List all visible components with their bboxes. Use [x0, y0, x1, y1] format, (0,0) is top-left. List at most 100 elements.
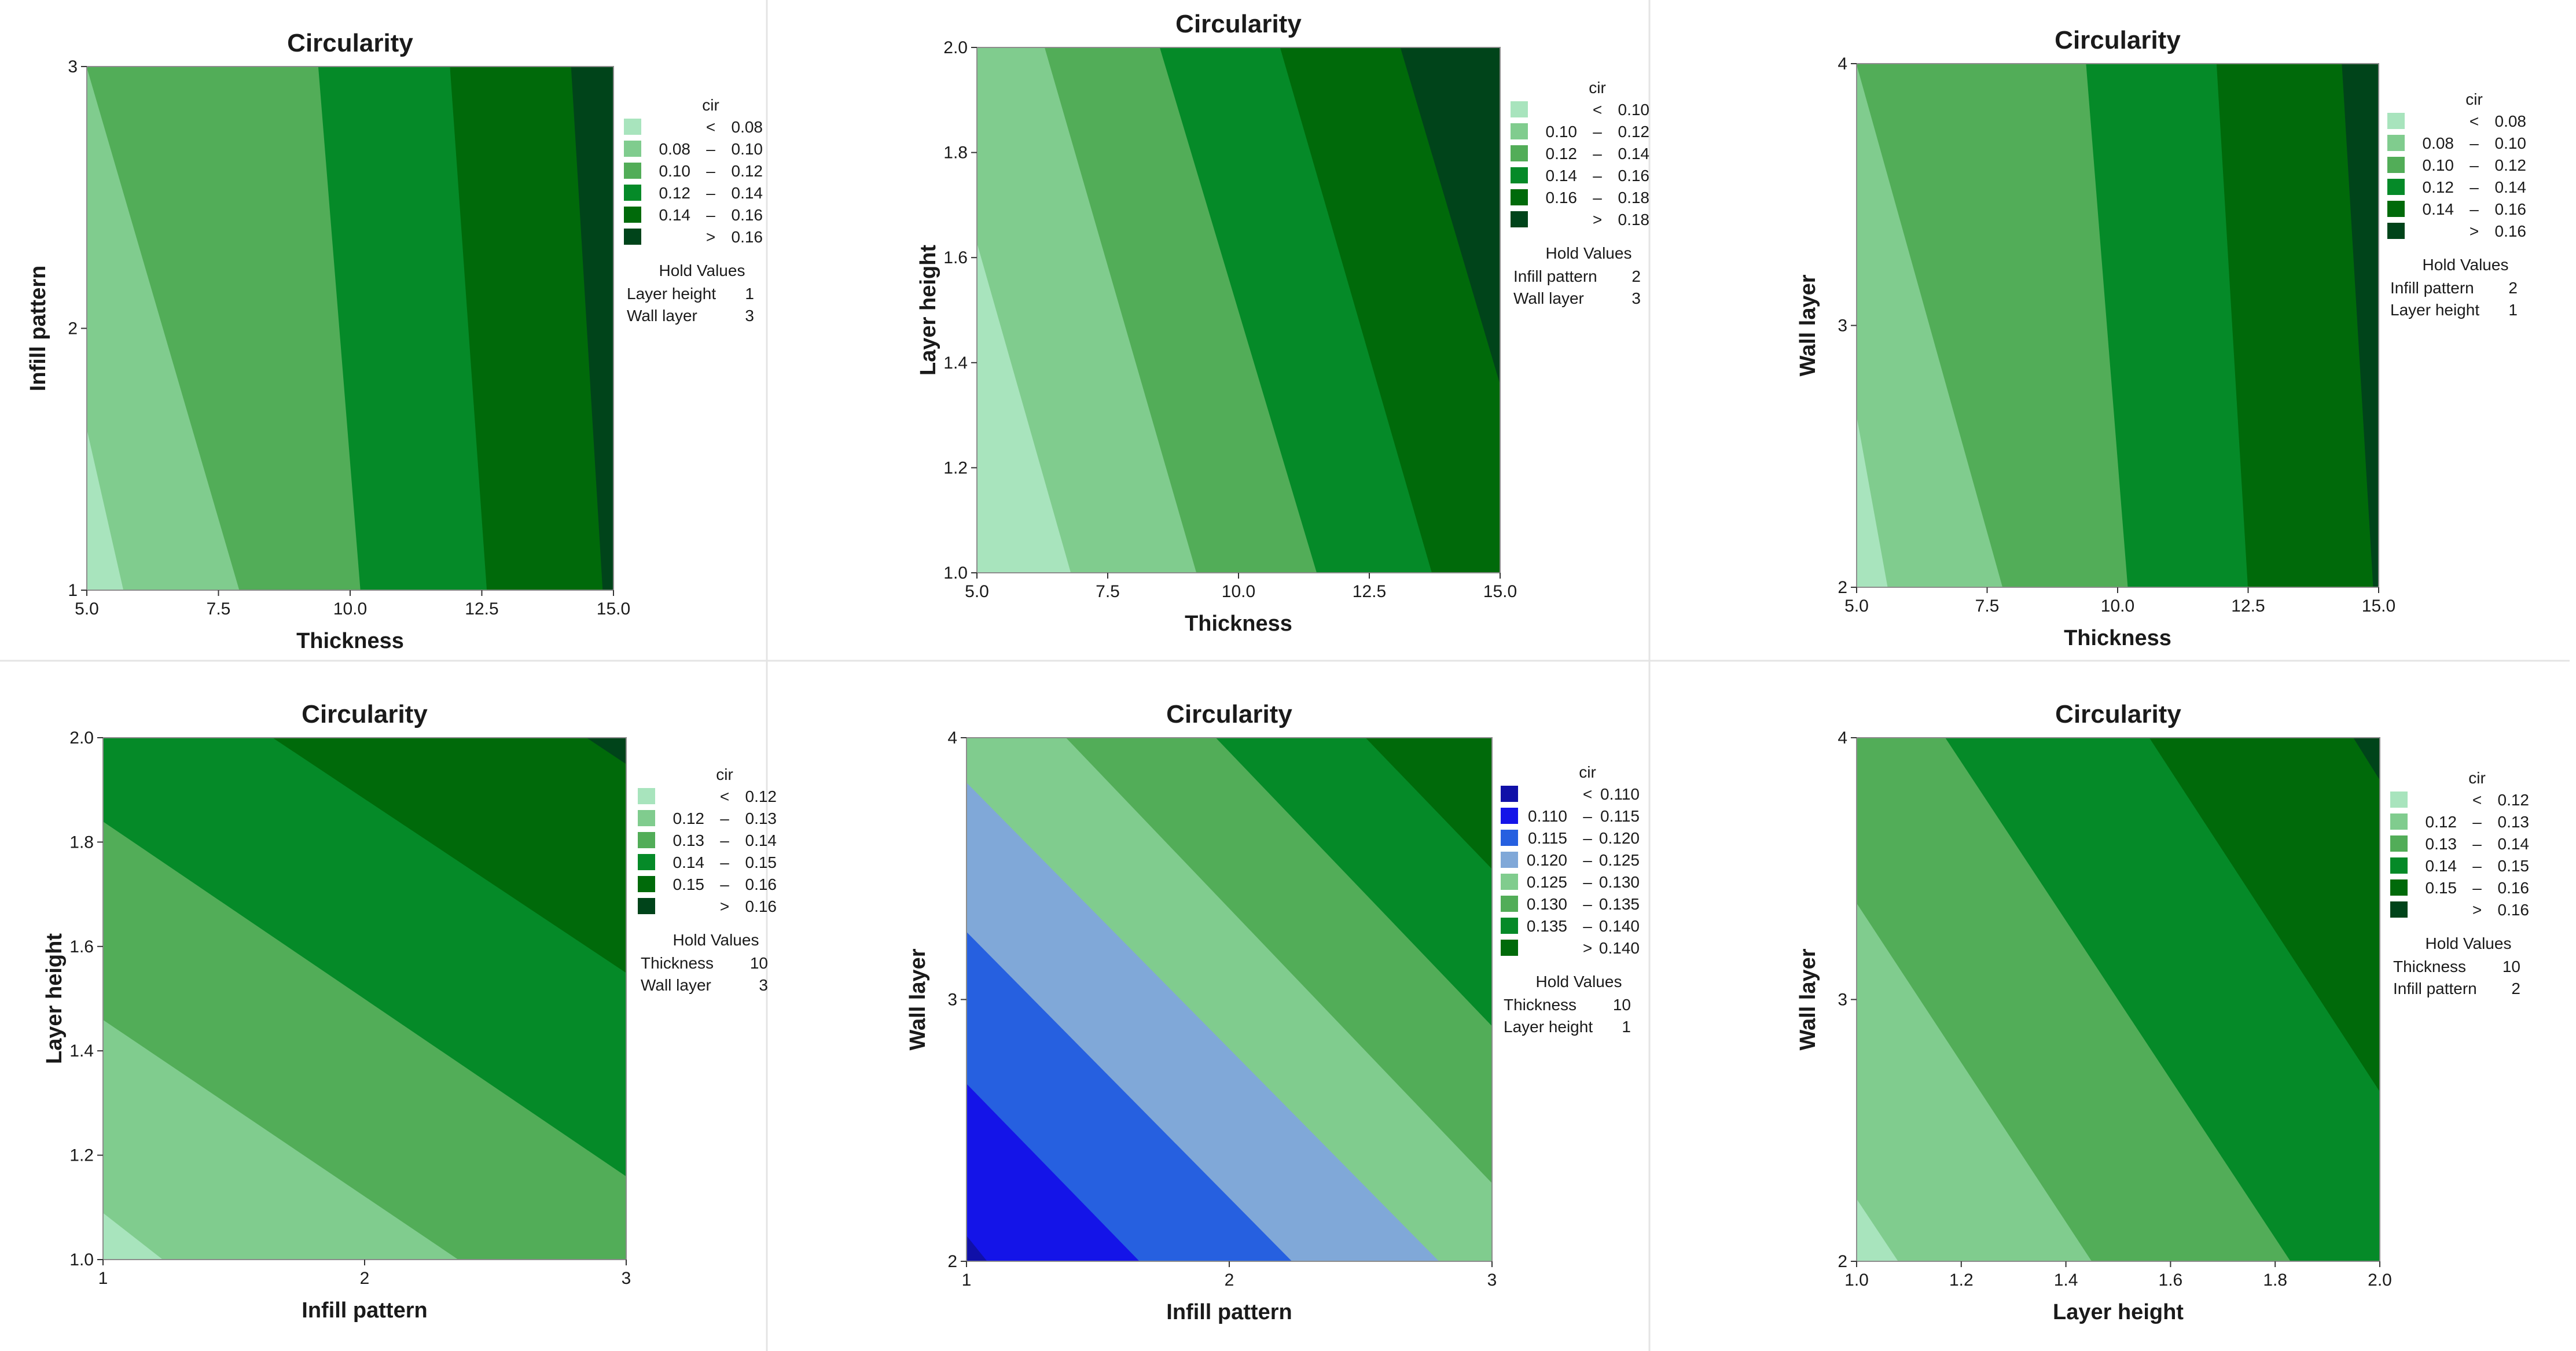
hold-value-number: 2: [2508, 279, 2518, 297]
legend-range-operator: –: [2472, 879, 2482, 897]
legend-range-low: 0.115: [1528, 829, 1567, 847]
x-axis-label: Infill pattern: [302, 1298, 427, 1323]
hold-value-name: Layer height: [2390, 301, 2479, 319]
y-tick-label: 1.2: [69, 1146, 94, 1165]
legend-range-operator: –: [1593, 123, 1602, 141]
x-tick-label: 10.0: [333, 599, 367, 619]
x-tick-label: 1: [962, 1271, 972, 1290]
legend-range-operator: –: [1593, 167, 1602, 185]
legend-swatch: [1501, 940, 1518, 956]
chart-title: Circularity: [2055, 700, 2181, 728]
contour-panel-1: Circularity 5.0 7.5 10.0 12.5 15.0 1 2 3 Thicknes…: [26, 29, 763, 653]
legend-range-high: 0.14: [745, 831, 777, 849]
legend-range-high: 0.16: [2498, 879, 2530, 897]
legend-range-high: 0.125: [1599, 851, 1640, 869]
legend-range-operator: –: [720, 853, 729, 871]
hold-value-number: 10: [2502, 958, 2520, 975]
legend-range-operator: >: [706, 228, 715, 246]
x-tick-label: 10.0: [2101, 597, 2134, 616]
hold-values-title: Hold Values: [2426, 934, 2512, 952]
chart-title: Circularity: [1175, 10, 1302, 38]
legend-range-operator: –: [1593, 145, 1602, 163]
legend-swatch: [1501, 808, 1518, 824]
hold-value-name: Wall layer: [627, 307, 697, 325]
legend-range-high: 0.16: [732, 206, 763, 224]
legend-swatch: [2390, 879, 2408, 896]
legend-range-operator: –: [1583, 873, 1592, 891]
y-tick-label: 1.0: [69, 1250, 94, 1269]
legend-range-operator: –: [1593, 189, 1602, 207]
contour-panel-4: Circularity 1 2 3 1.0 1.2 1.4 1.6 1.8 2.0 Infill p…: [42, 700, 777, 1323]
y-tick-label: 4: [1838, 54, 1847, 73]
legend-swatch: [624, 207, 641, 223]
chart-title: Circularity: [1166, 700, 1292, 728]
legend-range-low: 0.125: [1527, 873, 1567, 891]
legend-range-low: 0.12: [673, 809, 705, 827]
legend-range-operator: –: [2470, 134, 2479, 152]
legend-swatch: [638, 810, 655, 826]
legend-swatch: [1501, 852, 1518, 868]
legend-title: cir: [716, 765, 733, 783]
legend-swatch: [638, 832, 655, 848]
legend-range-operator: <: [1583, 785, 1592, 803]
legend-range-operator: <: [2470, 112, 2479, 130]
contour-panel-3: Circularity 5.0 7.5 10.0 12.5 15.0 2 3 4 Thicknes…: [1796, 26, 2526, 650]
legend-range-high: 0.140: [1599, 939, 1640, 957]
legend-swatch: [1511, 101, 1528, 117]
hold-values-title: Hold Values: [1536, 973, 1622, 991]
legend-range-high: 0.14: [2495, 178, 2527, 196]
legend-range-low: 0.08: [659, 140, 691, 158]
y-tick-label: 1.6: [69, 937, 94, 956]
legend-range-high: 0.16: [745, 875, 777, 893]
hold-values-title: Hold Values: [2423, 256, 2509, 274]
x-tick-label: 15.0: [2362, 597, 2395, 616]
legend-range-high: 0.16: [2495, 200, 2527, 218]
hold-value-number: 3: [1631, 289, 1641, 307]
legend-swatch: [2387, 179, 2405, 195]
y-tick-label: 2.0: [69, 728, 94, 748]
legend-range-high: 0.12: [2498, 791, 2530, 809]
hold-value-name: Thickness: [641, 954, 714, 972]
hold-values-title: Hold Values: [673, 931, 759, 949]
y-axis-label: Wall layer: [906, 948, 930, 1050]
legend-range-high: 0.16: [2495, 222, 2527, 240]
legend: cir< 0.080.08–0.100.10–0.120.12–0.140.14–…: [2387, 90, 2526, 319]
legend-range-high: 0.14: [732, 184, 763, 202]
legend-range-high: 0.10: [732, 140, 763, 158]
legend-range-low: 0.12: [1546, 145, 1578, 163]
y-tick-label: 1.8: [69, 833, 94, 852]
legend-range-high: 0.115: [1600, 807, 1640, 825]
x-tick-label: 1: [98, 1269, 108, 1288]
x-tick-label: 7.5: [1975, 597, 2000, 616]
legend-range-low: 0.14: [2423, 200, 2454, 218]
legend-swatch: [2390, 857, 2408, 874]
legend-range-operator: <: [2472, 791, 2482, 809]
contour-panel-2: Circularity 5.0 7.5 10.0 12.5 15.0 1.0 1.2 1.4 1.…: [916, 10, 1649, 636]
legend-range-low: 0.16: [1546, 189, 1578, 207]
legend-swatch: [624, 163, 641, 179]
legend-range-low: 0.14: [659, 206, 691, 224]
legend-range-operator: >: [1593, 211, 1602, 229]
x-tick-label: 7.5: [1096, 582, 1120, 601]
x-axis-label: Infill pattern: [1166, 1300, 1292, 1324]
legend-title: cir: [1579, 763, 1596, 781]
hold-values-title: Hold Values: [1546, 244, 1632, 262]
legend-range-low: 0.14: [673, 853, 705, 871]
chart-title: Circularity: [287, 29, 413, 57]
hold-value-name: Thickness: [1504, 996, 1577, 1014]
legend: cir< 0.1100.110–0.1150.115–0.1200.120–0.1…: [1501, 763, 1640, 1036]
legend-range-high: 0.110: [1600, 785, 1640, 803]
legend-range-high: 0.10: [1618, 101, 1650, 119]
legend-swatch: [1501, 874, 1518, 890]
legend-swatch: [1501, 786, 1518, 802]
x-tick-label: 7.5: [207, 599, 231, 619]
legend-range-low: 0.15: [2426, 879, 2457, 897]
legend-range-low: 0.110: [1528, 807, 1567, 825]
y-axis-label: Layer height: [916, 245, 940, 376]
hold-value-number: 1: [745, 285, 754, 303]
x-axis-label: Thickness: [1185, 612, 1292, 636]
legend-range-operator: –: [1583, 807, 1592, 825]
y-axis-label: Layer height: [42, 933, 67, 1064]
x-tick-label: 3: [1487, 1271, 1497, 1290]
